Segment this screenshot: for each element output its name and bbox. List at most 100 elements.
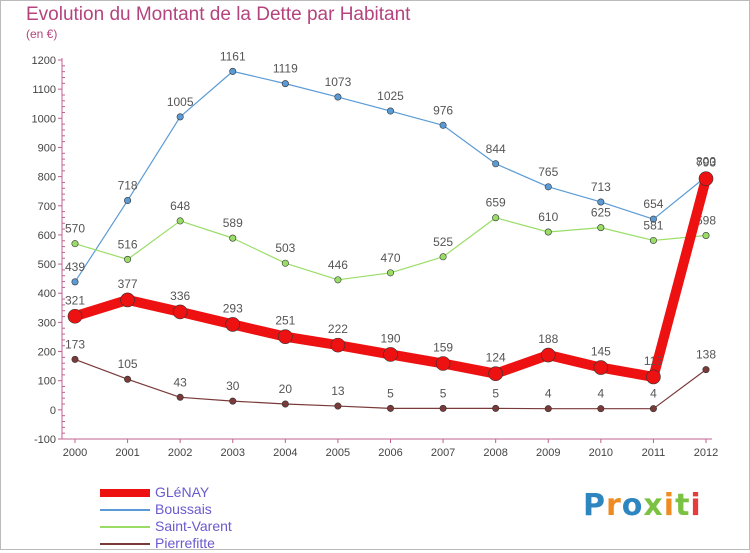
data-label-saint-varent: 589	[223, 216, 243, 230]
data-label-saint-varent: 503	[275, 241, 295, 255]
data-label-pierrefitte: 30	[226, 379, 240, 393]
data-point-pierrefitte	[544, 405, 552, 413]
data-point-boussais	[544, 183, 552, 191]
data-point-pierrefitte	[597, 405, 605, 413]
x-tick-label: 2010	[589, 447, 613, 459]
data-label-boussais: 765	[538, 165, 558, 179]
data-label-boussais: 1005	[167, 95, 194, 109]
data-label-boussais: 1025	[377, 89, 404, 103]
data-label-gl-nay: 113	[644, 354, 663, 368]
data-point-pierrefitte	[281, 400, 289, 408]
x-tick-label: 2012	[694, 447, 718, 459]
data-point-boussais	[124, 197, 132, 205]
data-label-pierrefitte: 5	[387, 386, 394, 400]
x-tick-label: 2005	[326, 447, 350, 459]
x-tick-label: 2004	[273, 447, 297, 459]
data-label-pierrefitte: 4	[597, 387, 604, 401]
data-point-pierrefitte	[492, 404, 500, 412]
data-point-gl-nay	[172, 304, 188, 320]
data-label-gl-nay: 377	[118, 277, 138, 291]
x-tick-label: 2006	[378, 447, 402, 459]
x-tick-label: 2001	[115, 447, 139, 459]
data-label-pierrefitte: 13	[331, 384, 345, 398]
data-label-saint-varent: 648	[170, 199, 190, 213]
data-point-boussais	[229, 67, 237, 75]
proxiti-logo: Proxiti	[583, 488, 702, 523]
data-label-gl-nay: 188	[538, 332, 558, 346]
data-label-gl-nay: 793	[696, 156, 716, 170]
data-point-saint-varent	[229, 234, 237, 242]
data-label-pierrefitte: 173	[65, 337, 85, 351]
legend-swatch	[100, 526, 150, 528]
legend-swatch	[100, 489, 150, 497]
data-point-pierrefitte	[386, 404, 394, 412]
logo-letter: i	[663, 488, 676, 523]
data-label-boussais: 654	[643, 197, 663, 211]
data-label-saint-varent: 610	[538, 210, 558, 224]
data-label-pierrefitte: 4	[545, 387, 552, 401]
y-tick-label: 100	[38, 376, 56, 388]
legend-swatch	[100, 509, 150, 511]
data-point-boussais	[386, 107, 394, 115]
data-label-gl-nay: 124	[486, 351, 506, 365]
chart-title: Evolution du Montant de la Dette par Hab…	[26, 4, 411, 25]
data-label-boussais: 1161	[220, 49, 246, 63]
data-point-saint-varent	[649, 236, 657, 244]
data-label-saint-varent: 581	[643, 218, 663, 232]
data-point-pierrefitte	[176, 393, 184, 401]
x-tick-label: 2003	[221, 447, 245, 459]
data-label-pierrefitte: 138	[696, 348, 716, 362]
logo-letter: P	[583, 488, 606, 523]
y-tick-label: 300	[38, 317, 56, 329]
data-point-gl-nay	[698, 171, 714, 186]
data-point-pierrefitte	[71, 355, 79, 363]
y-tick-label: 200	[38, 347, 56, 359]
data-label-saint-varent: 516	[118, 237, 138, 251]
data-point-saint-varent	[176, 217, 184, 225]
data-label-pierrefitte: 5	[440, 386, 447, 400]
logo-letter: t	[675, 488, 691, 523]
x-tick-label: 2000	[63, 447, 87, 459]
data-label-pierrefitte: 105	[118, 357, 138, 371]
data-label-pierrefitte: 43	[173, 375, 187, 389]
data-label-saint-varent: 598	[696, 214, 716, 228]
x-tick-label: 2007	[431, 447, 455, 459]
data-label-saint-varent: 470	[380, 251, 400, 265]
data-label-boussais: 439	[65, 260, 85, 274]
logo-letter: i	[690, 488, 702, 523]
data-point-gl-nay	[330, 337, 346, 353]
data-point-pierrefitte	[649, 405, 657, 413]
data-point-gl-nay	[383, 347, 398, 362]
logo-letter: x	[643, 488, 664, 523]
data-point-saint-varent	[71, 240, 79, 248]
data-point-saint-varent	[544, 228, 552, 236]
data-point-gl-nay	[435, 356, 451, 371]
data-point-saint-varent	[439, 253, 447, 261]
data-point-saint-varent	[334, 276, 342, 284]
legend-label: Boussais	[155, 501, 212, 517]
chart-subtitle: (en €)	[26, 27, 58, 41]
y-tick-label: 900	[38, 142, 56, 154]
data-point-boussais	[492, 160, 500, 168]
logo-letter: o	[621, 488, 644, 523]
data-point-pierrefitte	[439, 404, 447, 412]
legend-label: Pierrefitte	[155, 535, 215, 551]
data-point-gl-nay	[120, 292, 135, 308]
data-label-gl-nay: 190	[380, 331, 400, 345]
data-label-saint-varent: 625	[591, 206, 611, 220]
data-label-gl-nay: 321	[65, 293, 85, 307]
data-point-saint-varent	[281, 259, 289, 267]
data-label-gl-nay: 159	[433, 340, 453, 354]
data-point-gl-nay	[540, 347, 556, 363]
data-label-saint-varent: 570	[65, 222, 85, 236]
data-point-pierrefitte	[702, 366, 710, 374]
data-point-boussais	[281, 80, 289, 88]
data-point-gl-nay	[278, 329, 293, 344]
data-point-saint-varent	[702, 232, 710, 240]
data-label-boussais: 1119	[273, 62, 298, 76]
y-tick-label: 1100	[32, 84, 56, 96]
data-point-pierrefitte	[229, 397, 237, 405]
data-label-gl-nay: 293	[223, 301, 243, 315]
x-tick-label: 2008	[483, 447, 507, 459]
